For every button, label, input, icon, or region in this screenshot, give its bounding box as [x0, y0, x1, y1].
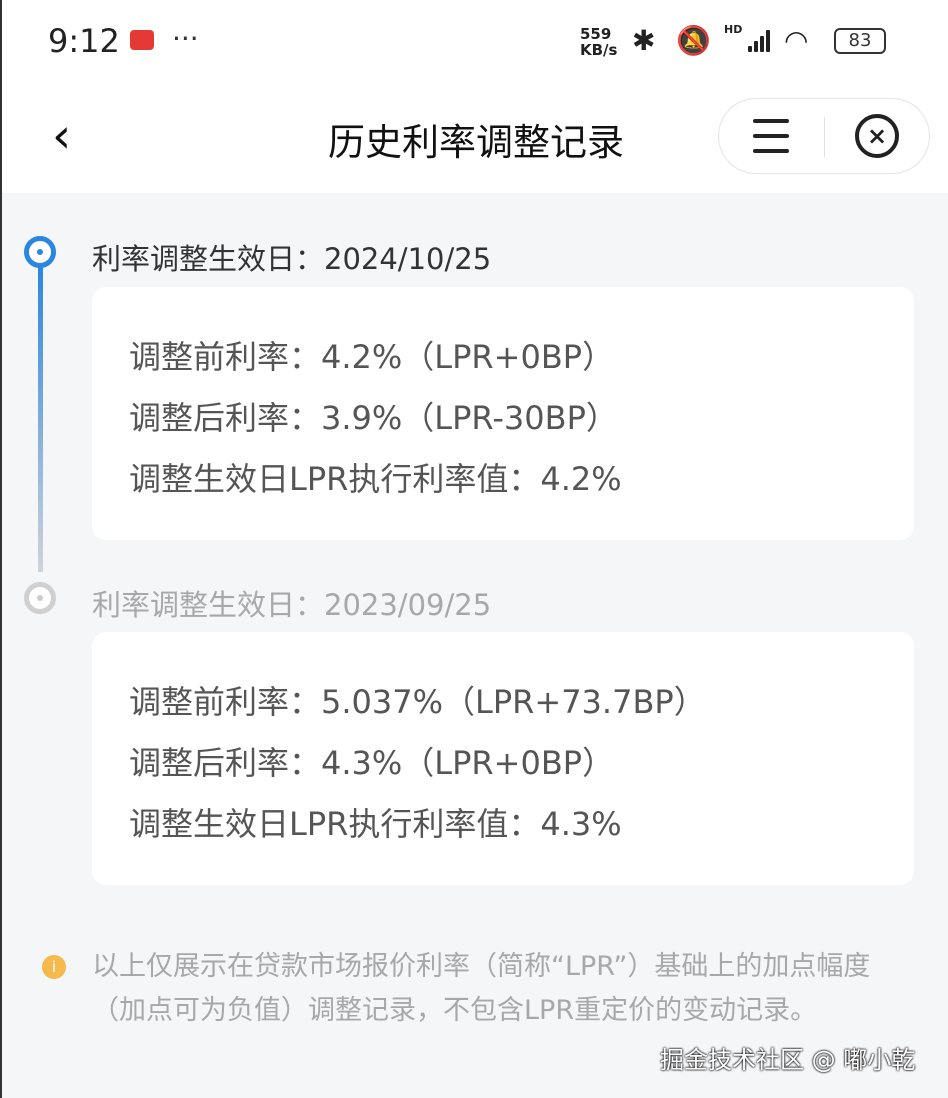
capsule-divider — [824, 117, 825, 157]
record-card: 调整前利率：4.2%（LPR+0BP） 调整后利率：3.9%（LPR-30BP）… — [92, 287, 914, 540]
mute-icon: 🔕 — [676, 24, 711, 57]
network-speed: 559 KB/s — [580, 26, 617, 58]
lpr-rate: 调整生效日LPR执行利率值：4.2% — [129, 460, 622, 498]
bluetooth-icon: ✱ — [632, 24, 656, 57]
rate-before: 调整前利率：5.037%（LPR+73.7BP） — [129, 683, 706, 721]
watermark: 掘金技术社区 @ 嘟小乾 — [660, 1046, 916, 1074]
page-title: 历史利率调整记录 — [328, 121, 624, 164]
speed-value: 559 — [580, 25, 612, 43]
wifi-icon: ◠ — [784, 24, 809, 57]
more-notifications-icon: ··· — [172, 22, 199, 55]
disclaimer-note-box: 以上仅展示在贷款市场报价利率（简称“LPR”）基础上的加点幅度（加点可为负值）调… — [92, 945, 907, 1033]
app-notification-icon — [130, 30, 154, 50]
battery-indicator: 83 — [834, 28, 886, 54]
record-card: 调整前利率：5.037%（LPR+73.7BP） 调整后利率：4.3%（LPR+… — [92, 632, 914, 885]
close-circle-icon[interactable]: × — [855, 114, 899, 158]
record-date: 利率调整生效日：2023/09/25 — [92, 588, 492, 622]
record-date: 利率调整生效日：2024/10/25 — [92, 242, 492, 276]
hd-label: HD — [724, 23, 743, 36]
lpr-rate: 调整生效日LPR执行利率值：4.3% — [129, 805, 622, 843]
speed-unit: KB/s — [580, 41, 618, 59]
timeline-line — [38, 267, 43, 572]
timeline-dot-active — [24, 236, 56, 268]
status-time: 9:12 — [48, 22, 120, 60]
info-icon: i — [42, 955, 66, 979]
disclaimer-note: 以上仅展示在贷款市场报价利率（简称“LPR”）基础上的加点幅度（加点可为负值）调… — [92, 951, 871, 1026]
menu-icon[interactable] — [753, 119, 789, 153]
rate-after: 调整后利率：3.9%（LPR-30BP） — [129, 399, 618, 437]
rate-after: 调整后利率：4.3%（LPR+0BP） — [129, 744, 615, 782]
rate-before: 调整前利率：4.2%（LPR+0BP） — [129, 338, 615, 376]
timeline-dot-inactive — [24, 582, 56, 614]
header: 9:12 ··· 559 KB/s ✱ 🔕 HD ◠ 83 ‹ 历史利率调整记录 … — [2, 0, 948, 193]
mini-program-capsule: × — [718, 98, 930, 174]
signal-icon — [748, 30, 770, 52]
back-button[interactable]: ‹ — [52, 108, 72, 164]
